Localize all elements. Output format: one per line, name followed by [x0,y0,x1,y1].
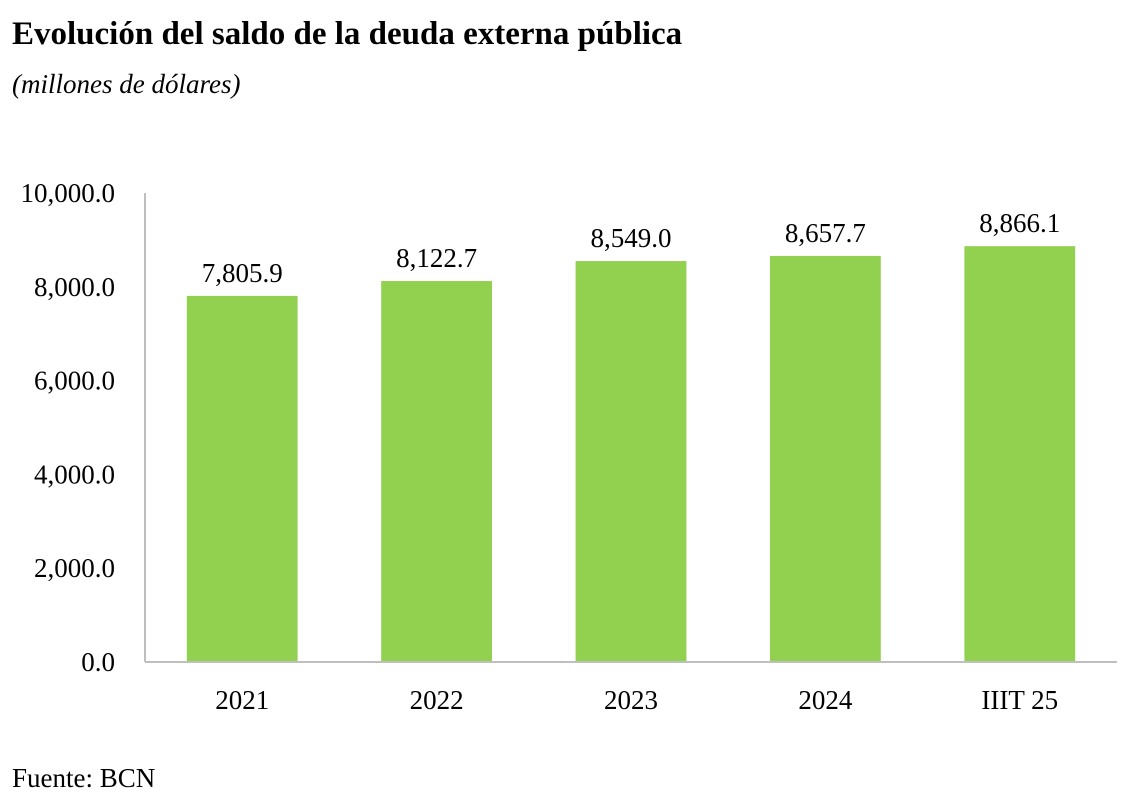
x-tick-label: 2021 [215,685,269,715]
bar-2022 [381,281,493,662]
source-note: Fuente: BCN [12,763,156,793]
bar-iiit-25 [964,246,1076,662]
data-label: 8,122.7 [396,243,477,273]
data-label: 8,549.0 [591,223,672,253]
x-tick-label: 2023 [604,685,658,715]
y-tick-label: 4,000.0 [34,459,115,489]
y-tick-label: 2,000.0 [34,553,115,583]
data-label: 8,866.1 [979,208,1060,238]
bar-2021 [186,295,298,662]
y-tick-label: 6,000.0 [34,366,115,396]
x-tick-label: 2024 [798,685,853,715]
x-tick-label: IIIT 25 [981,685,1058,715]
y-tick-label: 0.0 [81,647,115,677]
y-tick-label: 8,000.0 [34,272,115,302]
y-axis-tick-labels: 0.0 2,000.0 4,000.0 6,000.0 8,000.0 10,000.0 [21,178,116,677]
chart-subtitle: (millones de dólares) [12,69,241,99]
data-labels: 7,805.9 8,122.7 8,549.0 8,657.7 8,866.1 [202,208,1061,288]
data-label: 8,657.7 [785,218,866,248]
bar-2023 [575,261,687,662]
x-axis-tick-labels: 2021 2022 2023 2024 IIIT 25 [215,685,1058,715]
bar-2024 [769,255,881,663]
y-tick-label: 10,000.0 [21,178,116,208]
chart-title: Evolución del saldo de la deuda externa … [12,16,683,52]
bars [186,246,1076,663]
x-tick-label: 2022 [410,685,464,715]
data-label: 7,805.9 [202,258,283,288]
